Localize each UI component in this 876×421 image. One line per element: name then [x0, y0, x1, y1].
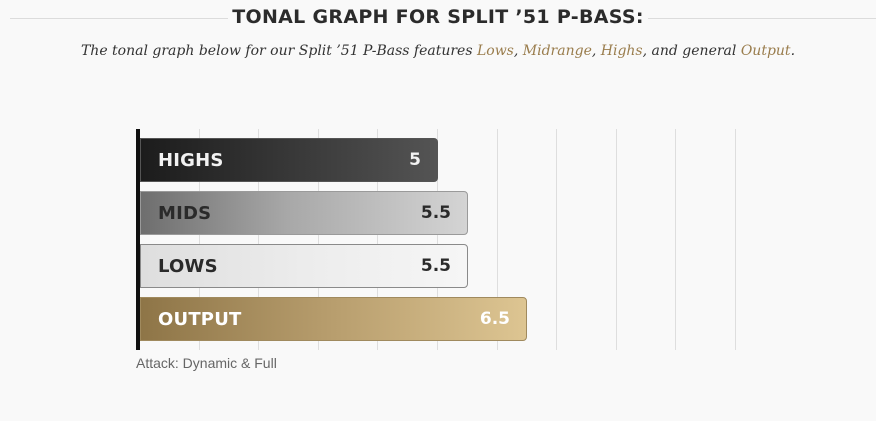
heading-divider-left	[10, 18, 228, 19]
page-title: TONAL GRAPH FOR SPLIT ’51 P-BASS:	[232, 6, 644, 28]
bar-lows: LOWS 5.5	[140, 244, 468, 288]
bar-label-output: OUTPUT	[158, 308, 242, 330]
description-sep-3: , and general	[642, 43, 741, 59]
graph-description: The tonal graph below for our Split ’51 …	[0, 43, 876, 59]
chart-gridline	[675, 129, 676, 350]
section-heading: TONAL GRAPH FOR SPLIT ’51 P-BASS:	[0, 6, 876, 32]
bar-value-mids: 5.5	[420, 203, 451, 223]
bar-highs: HIGHS 5	[140, 138, 438, 182]
attack-caption: Attack: Dynamic & Full	[136, 355, 277, 371]
chart-gridline	[556, 129, 557, 350]
chart-gridline	[497, 129, 498, 350]
bar-value-highs: 5	[409, 150, 421, 170]
bar-output: OUTPUT 6.5	[140, 297, 527, 341]
description-sep-1: ,	[513, 43, 523, 59]
description-suffix: .	[790, 43, 796, 59]
chart-gridline	[258, 129, 259, 350]
highlight-lows: Lows	[476, 43, 514, 59]
highlight-highs: Highs	[600, 43, 643, 59]
heading-divider-right	[648, 18, 876, 19]
description-sep-2: ,	[591, 43, 601, 59]
bar-value-output: 6.5	[479, 309, 510, 329]
highlight-midrange: Midrange	[522, 43, 592, 59]
chart-gridline	[199, 129, 200, 350]
bar-value-lows: 5.5	[420, 256, 451, 276]
chart-gridline	[318, 129, 319, 350]
bar-label-mids: MIDS	[158, 202, 212, 224]
highlight-output: Output	[740, 43, 791, 59]
chart-gridline	[437, 129, 438, 350]
chart-gridline	[377, 129, 378, 350]
bar-label-lows: LOWS	[158, 255, 218, 277]
description-text: The tonal graph below for our Split ’51 …	[80, 43, 477, 59]
chart-gridline	[616, 129, 617, 350]
bar-mids: MIDS 5.5	[140, 191, 468, 235]
bar-label-highs: HIGHS	[158, 149, 224, 171]
chart-gridline	[735, 129, 736, 350]
chart-y-axis	[136, 129, 140, 350]
